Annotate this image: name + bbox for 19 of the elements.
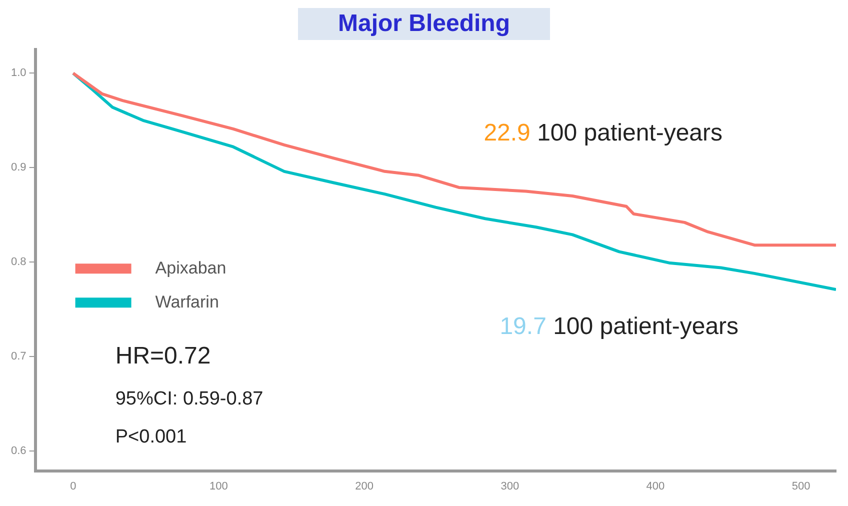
y-tick-label: 0.8 bbox=[10, 256, 26, 268]
chart-title: Major Bleeding bbox=[298, 8, 550, 40]
y-tick-label: 0.9 bbox=[10, 162, 26, 174]
legend-label: Warfarin bbox=[155, 292, 219, 312]
y-tick-label: 0.6 bbox=[10, 445, 26, 457]
y-tick-label: 1.0 bbox=[10, 67, 26, 80]
y-tick-label: 0.7 bbox=[10, 350, 26, 363]
x-tick-label: 500 bbox=[792, 480, 810, 492]
annotation: HR=0.72 bbox=[115, 342, 211, 370]
x-tick-label: 400 bbox=[646, 480, 665, 492]
x-tick-label: 200 bbox=[355, 480, 374, 492]
legend-label: Apixaban bbox=[155, 258, 226, 278]
annotation: 22.9 100 patient-years bbox=[484, 119, 723, 146]
x-tick-label: 100 bbox=[210, 480, 228, 492]
x-tick-label: 300 bbox=[500, 480, 520, 492]
x-tick-label: 0 bbox=[70, 480, 76, 492]
annotation: 95%CI: 0.59-0.87 bbox=[115, 388, 264, 410]
annotation: 19.7 100 patient-years bbox=[500, 313, 739, 340]
annotation: P<0.001 bbox=[115, 426, 187, 448]
